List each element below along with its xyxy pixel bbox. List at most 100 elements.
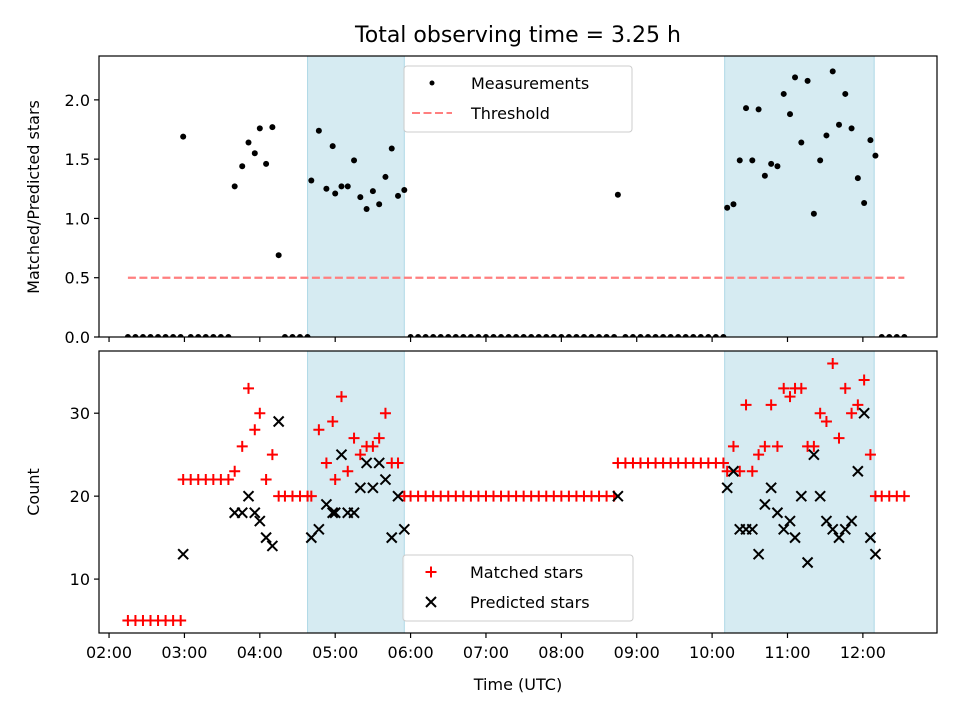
y-tick-label: 1.0	[65, 209, 90, 228]
measurement-point	[550, 334, 557, 337]
legend-label: Predicted stars	[470, 593, 590, 612]
predicted-star-point	[789, 531, 801, 544]
measurement-point	[810, 210, 817, 217]
matched-star-point	[392, 457, 404, 469]
predicted-star-point	[392, 490, 404, 502]
measurement-point	[543, 334, 550, 337]
matched-star-point	[746, 465, 758, 477]
top-y-axis-label: Matched/Predicted stars	[24, 100, 43, 294]
matched-star-point	[260, 474, 272, 486]
measurement-point	[162, 334, 169, 337]
matched-star-point	[864, 449, 876, 461]
measurement-point	[836, 121, 843, 128]
predicted-star-point	[612, 490, 624, 502]
measurement-point	[490, 334, 497, 337]
x-tick-label: 09:00	[614, 643, 660, 662]
legend: Matched stars Predicted stars	[402, 554, 634, 622]
matched-star-point	[808, 440, 820, 452]
measurement-point	[901, 334, 908, 337]
measurement-point	[124, 334, 131, 337]
y-tick-label: 20	[70, 487, 90, 506]
x-tick-label: 10:00	[689, 643, 735, 662]
measurement-point	[573, 334, 580, 337]
measurement-point	[382, 173, 389, 180]
matched-star-point	[858, 374, 870, 386]
predicted-star-point	[348, 507, 360, 519]
measurement-point	[730, 201, 737, 208]
x-tick-label: 03:00	[161, 643, 207, 662]
measurement-point	[697, 334, 704, 337]
measurement-point	[231, 183, 238, 190]
x-tick-label: 11:00	[764, 643, 810, 662]
measurement-point	[263, 160, 270, 167]
measurement-point	[580, 334, 587, 337]
measurement-point	[422, 334, 429, 337]
plot-area	[122, 357, 910, 627]
measurement-point	[445, 334, 452, 337]
measurement-point	[329, 143, 336, 150]
matched-star-point	[175, 615, 187, 627]
measurement-point	[886, 334, 893, 337]
measurement-point	[720, 334, 727, 337]
measurement-point	[804, 77, 811, 84]
measurement-point	[787, 111, 794, 118]
measurement-point	[177, 334, 184, 337]
predicted-star-point	[864, 531, 877, 544]
matched-star-point	[833, 432, 845, 444]
matched-star-point	[814, 407, 826, 419]
matched-star-point	[753, 449, 765, 461]
predicted-star-point	[320, 498, 333, 511]
measurement-point	[202, 334, 209, 337]
y-tick-label: 2.0	[65, 91, 90, 110]
observing-window-1	[307, 55, 405, 338]
measurement-point	[289, 334, 296, 337]
y-tick-label: 0.5	[65, 269, 90, 288]
measurement-point	[308, 177, 315, 184]
series-matched-stars	[122, 357, 910, 627]
matched-star-point	[329, 474, 341, 486]
measurement-point	[743, 105, 750, 112]
chart-title: Total observing time = 3.25 h	[354, 23, 681, 48]
axes-frame	[98, 350, 938, 634]
measurement-point	[297, 334, 304, 337]
measurement-point	[147, 334, 154, 337]
legend-marker-plus	[425, 566, 437, 578]
measurement-point	[611, 334, 618, 337]
measurement-point	[682, 334, 689, 337]
matched-star-point	[348, 432, 360, 444]
matched-star-point	[846, 407, 858, 419]
predicted-star-point	[177, 548, 189, 560]
measurement-point	[768, 160, 775, 167]
matched-star-point	[354, 449, 366, 461]
matched-star-point	[379, 407, 391, 419]
measurement-point	[792, 74, 799, 81]
matched-star-point	[342, 465, 354, 477]
measurement-point	[675, 334, 682, 337]
top-panel: 0.0 0.5 1.0 1.5 2.0 Measurements Threshold	[65, 55, 938, 347]
measurement-point	[558, 334, 565, 337]
y-tick-label: 0.0	[65, 328, 90, 347]
measurement-point	[452, 334, 459, 337]
legend-label: Matched stars	[470, 563, 583, 582]
matched-star-point	[839, 382, 851, 394]
matched-star-point	[827, 357, 839, 369]
measurement-point	[854, 175, 861, 182]
measurement-point	[724, 204, 731, 211]
measurement-point	[690, 334, 697, 337]
x-tick-label: 06:00	[388, 643, 434, 662]
matched-star-point	[313, 424, 325, 436]
predicted-star-point	[272, 415, 285, 428]
measurement-point	[170, 334, 177, 337]
predicted-star-point	[814, 490, 826, 502]
measurement-point	[482, 334, 489, 337]
matched-star-point	[229, 465, 241, 477]
matched-star-point	[236, 440, 248, 452]
matched-star-point	[820, 416, 832, 427]
legend-box	[402, 554, 634, 622]
measurement-point	[513, 334, 520, 337]
matched-star-point	[771, 440, 783, 452]
matched-star-point	[266, 449, 278, 461]
measurement-point	[893, 334, 900, 337]
predicted-star-point	[784, 515, 796, 527]
